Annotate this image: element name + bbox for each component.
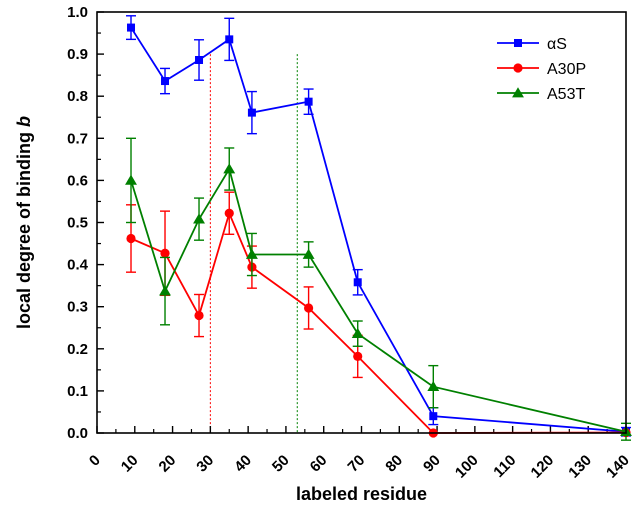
series-line <box>130 210 627 434</box>
legend-marker <box>512 87 524 98</box>
data-point <box>193 213 205 224</box>
data-point <box>161 77 170 86</box>
x-tick-label: 60 <box>307 452 331 476</box>
data-point <box>304 303 314 313</box>
data-point <box>224 208 234 218</box>
x-tick-label: 80 <box>382 452 406 476</box>
legend-marker <box>513 63 523 73</box>
legend-marker <box>514 39 522 47</box>
data-point <box>247 108 256 117</box>
series-layer <box>125 15 632 441</box>
data-point <box>160 248 170 258</box>
data-point <box>126 233 136 244</box>
x-tick-label: 110 <box>490 452 519 481</box>
legend-label: A53T <box>547 86 585 103</box>
y-tick-label: 0.9 <box>67 46 88 63</box>
x-axis-ticks: 0 10 20 30 40 50 60 70 80 90 100 110 120 130 140 <box>86 426 633 482</box>
y-axis-title-variable: b <box>14 116 34 127</box>
data-point <box>427 380 440 392</box>
data-point <box>353 351 363 361</box>
x-tick-label: 10 <box>118 452 142 476</box>
x-tick-label: 130 <box>565 452 595 482</box>
series-1 <box>126 191 631 438</box>
y-tick-label: 0.0 <box>67 425 88 442</box>
legend: αS A30P A53T <box>497 36 586 103</box>
y-tick-label: 0.3 <box>67 299 88 316</box>
plot-frame <box>96 11 627 434</box>
y-tick-label: 0.5 <box>67 215 88 232</box>
x-tick-label: 0 <box>86 452 104 470</box>
x-tick-label: 30 <box>193 452 217 476</box>
y-tick-label: 0.8 <box>67 88 88 105</box>
y-tick-label: 0.2 <box>67 341 88 358</box>
legend-label: αS <box>547 36 567 53</box>
y-tick-label: 0.4 <box>67 257 89 274</box>
data-point <box>351 327 364 338</box>
x-axis-title: labeled residue <box>296 484 427 504</box>
series-0 <box>126 15 631 437</box>
data-point <box>225 35 234 44</box>
x-tick-label: 120 <box>528 452 558 482</box>
series-2 <box>125 137 632 441</box>
data-point <box>195 55 204 64</box>
y-tick-label: 0.7 <box>67 130 88 147</box>
data-point <box>125 174 137 185</box>
data-point <box>429 412 438 421</box>
data-point <box>302 248 315 259</box>
y-tick-label: 0.6 <box>67 172 88 189</box>
data-point <box>127 23 136 32</box>
data-point <box>353 278 362 287</box>
y-tick-label: 1.0 <box>67 4 88 21</box>
x-tick-label: 50 <box>269 452 293 476</box>
legend-label: A30P <box>547 61 586 78</box>
y-tick-label: 0.1 <box>67 383 88 400</box>
x-tick-label: 90 <box>420 452 444 476</box>
data-point <box>223 163 236 174</box>
x-tick-label: 140 <box>603 452 633 482</box>
data-point <box>304 97 313 106</box>
series-line <box>130 166 627 433</box>
x-tick-label: 100 <box>452 452 482 482</box>
x-tick-label: 40 <box>231 452 255 476</box>
data-point <box>159 285 171 296</box>
x-tick-label: 70 <box>345 452 369 476</box>
y-axis-title: local degree of binding b <box>14 116 34 329</box>
reference-lines <box>209 54 298 433</box>
x-tick-label: 20 <box>156 452 180 476</box>
data-point <box>245 248 258 259</box>
y-axis-ticks: 0.0 0.1 0.2 0.3 0.4 0.5 0.6 0.7 0.8 0.9 1.0 <box>67 4 104 442</box>
y-axis-title-text: local degree of binding <box>14 127 34 329</box>
data-point <box>194 310 204 321</box>
